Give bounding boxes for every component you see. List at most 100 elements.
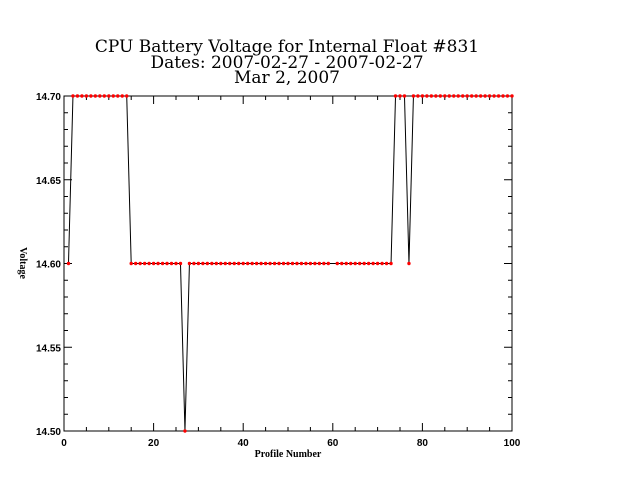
data-point bbox=[268, 261, 272, 266]
data-point bbox=[107, 94, 111, 98]
data-point bbox=[384, 261, 389, 266]
x-axis-label: Profile Number bbox=[255, 449, 322, 460]
data-point bbox=[178, 261, 183, 266]
data-point bbox=[223, 261, 227, 266]
data-point bbox=[183, 429, 187, 433]
data-point bbox=[237, 261, 241, 266]
data-point bbox=[201, 261, 205, 266]
data-point bbox=[93, 94, 98, 98]
data-point bbox=[196, 261, 201, 266]
data-point bbox=[393, 94, 398, 98]
data-point bbox=[98, 94, 102, 98]
data-point bbox=[456, 94, 460, 98]
data-point bbox=[295, 261, 299, 266]
data-point bbox=[111, 94, 115, 98]
data-point bbox=[474, 94, 478, 98]
data-point bbox=[120, 94, 124, 98]
data-point bbox=[447, 94, 451, 98]
data-point bbox=[375, 261, 380, 266]
x-tick-label: 20 bbox=[148, 438, 160, 449]
y-tick-label: 14.55 bbox=[36, 343, 61, 354]
data-point bbox=[496, 94, 501, 98]
data-point bbox=[469, 94, 474, 98]
data-point bbox=[219, 261, 223, 266]
data-point bbox=[174, 261, 178, 266]
data-point bbox=[151, 261, 156, 266]
data-point bbox=[290, 261, 295, 266]
data-point bbox=[71, 94, 75, 98]
data-point bbox=[80, 94, 84, 98]
x-axis-tick-labels: 0 20 40 60 80 100 bbox=[61, 438, 521, 449]
data-point bbox=[116, 94, 120, 98]
data-point bbox=[66, 261, 71, 266]
data-point bbox=[313, 261, 317, 266]
data-point bbox=[89, 94, 93, 98]
data-point bbox=[429, 94, 434, 98]
data-point bbox=[353, 261, 357, 266]
data-point bbox=[510, 94, 514, 98]
data-point bbox=[362, 261, 366, 266]
y-axis-label: Voltage bbox=[17, 247, 28, 279]
data-point bbox=[205, 261, 210, 266]
data-point bbox=[483, 94, 487, 98]
data-point bbox=[371, 261, 375, 266]
x-tick-label: 100 bbox=[504, 438, 521, 449]
data-point bbox=[286, 261, 290, 266]
data-point bbox=[326, 261, 331, 266]
data-point bbox=[138, 261, 142, 266]
data-point bbox=[169, 261, 174, 266]
y-tick-label: 14.50 bbox=[36, 427, 61, 438]
chart-title-line-1: CPU Battery Voltage for Internal Float #… bbox=[95, 37, 479, 57]
data-point bbox=[228, 261, 232, 266]
chart-title-line-3: Mar 2, 2007 bbox=[234, 68, 340, 88]
data-point bbox=[380, 261, 384, 266]
data-point bbox=[416, 94, 420, 98]
x-tick-label: 0 bbox=[61, 438, 67, 449]
data-point bbox=[478, 94, 483, 98]
data-point bbox=[241, 261, 245, 266]
data-point bbox=[245, 261, 250, 266]
data-point bbox=[254, 261, 259, 266]
y-tick-label: 14.65 bbox=[36, 176, 61, 187]
y-tick-label: 14.60 bbox=[36, 260, 61, 271]
y-tick-label: 14.70 bbox=[36, 92, 61, 103]
data-point bbox=[411, 94, 416, 98]
data-point bbox=[281, 261, 286, 266]
data-point bbox=[125, 94, 129, 98]
data-point bbox=[349, 261, 353, 266]
data-point bbox=[299, 261, 304, 266]
data-point bbox=[505, 94, 510, 98]
data-point bbox=[308, 261, 313, 266]
data-point bbox=[438, 94, 443, 98]
data-point bbox=[366, 261, 371, 266]
data-point bbox=[492, 94, 496, 98]
data-point bbox=[465, 94, 469, 98]
data-point bbox=[425, 94, 429, 98]
data-point bbox=[250, 261, 254, 266]
data-point bbox=[214, 261, 219, 266]
data-point bbox=[317, 261, 322, 266]
chart-title-line-2: Dates: 2007-02-27 - 2007-02-27 bbox=[150, 53, 423, 73]
data-point bbox=[102, 94, 107, 98]
x-tick-label: 40 bbox=[238, 438, 250, 449]
data-point bbox=[398, 94, 402, 98]
data-point bbox=[277, 261, 281, 266]
data-point bbox=[147, 261, 151, 266]
x-tick-label: 80 bbox=[417, 438, 429, 449]
data-point bbox=[335, 261, 339, 266]
data-point bbox=[259, 261, 263, 266]
data-point bbox=[402, 94, 407, 98]
data-point bbox=[272, 261, 277, 266]
data-point bbox=[84, 94, 89, 98]
data-point bbox=[192, 261, 196, 266]
data-point bbox=[75, 94, 80, 98]
data-point bbox=[340, 261, 344, 266]
data-point bbox=[165, 261, 169, 266]
data-point bbox=[232, 261, 236, 266]
data-point bbox=[487, 94, 492, 98]
data-point bbox=[187, 261, 192, 266]
y-axis-ticks bbox=[64, 95, 512, 432]
data-point bbox=[407, 261, 411, 266]
data-point bbox=[452, 94, 456, 98]
data-point bbox=[420, 94, 425, 98]
